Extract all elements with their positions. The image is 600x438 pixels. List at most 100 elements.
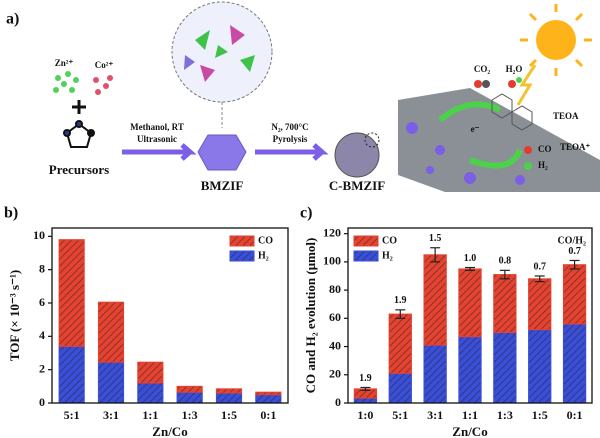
cbmzif-particle [334, 132, 380, 178]
x-tick-label: 1:5 [532, 408, 548, 422]
error-bar [360, 386, 371, 391]
atom [524, 146, 532, 154]
annotation-title: CO/H₂ [557, 235, 586, 246]
x-tick-label: 0:1 [567, 408, 583, 422]
y-tick-label: 40 [329, 338, 341, 352]
molecule-label: CO₂ [474, 64, 491, 74]
x-axis-label: Zn/Co [152, 424, 187, 438]
bar-segment [493, 331, 517, 404]
y-tick-label: 20 [329, 367, 341, 381]
bar-segment [458, 336, 482, 404]
error-bar [499, 269, 510, 280]
x-tick-label: 1:3 [182, 408, 198, 422]
plot-frame [51, 227, 289, 404]
atom [508, 80, 516, 88]
x-axis-label: Zn/Co [452, 424, 487, 438]
error-bar [395, 309, 406, 319]
bar-segment [423, 254, 447, 346]
bar-segment [255, 394, 282, 404]
ratio-label: 0.7 [568, 246, 581, 257]
atom [482, 80, 490, 88]
molecule-label: TEOA⁺ [560, 142, 591, 152]
y-tick-label: 60 [329, 310, 341, 324]
bmzif-crystal [197, 134, 247, 171]
ratio-label: 0.8 [499, 256, 512, 267]
y-tick-label: 0 [39, 395, 45, 409]
ratio-label: 1.5 [429, 233, 442, 244]
molecule-label: TEOA [553, 111, 579, 121]
y-tick-label: 80 [329, 282, 341, 296]
electron-label: e⁻ [471, 124, 480, 134]
x-tick-label: 5:1 [64, 408, 80, 422]
y-tick-label: 6 [39, 295, 45, 309]
legend-swatch [353, 250, 379, 262]
light [516, 64, 537, 106]
panel-label: b) [4, 205, 18, 222]
zn-label: Zn²⁺ [55, 58, 74, 68]
cbmzif-label: C-BMZIF [329, 178, 385, 193]
bar-segment [137, 361, 164, 384]
ratio-label: 1.9 [359, 373, 372, 384]
bar-segment [58, 345, 85, 404]
error-bar [430, 247, 441, 263]
y-tick-label: 120 [323, 225, 341, 239]
panel-label: c) [300, 205, 312, 222]
x-tick-label: 1:1 [142, 408, 158, 422]
y-tick-label: 4 [39, 328, 45, 342]
x-tick-label: 5:1 [392, 408, 408, 422]
structure [184, 25, 255, 82]
bar-segment [388, 372, 412, 404]
arrow [255, 143, 329, 161]
co-label: Co²⁺ [95, 60, 114, 70]
x-tick-label: 3:1 [103, 408, 119, 422]
ratio-label: 1.0 [464, 253, 477, 264]
bar-segment [562, 323, 587, 404]
bar-segment [388, 313, 412, 374]
step-label: Pyrolysis [273, 134, 308, 144]
x-tick-label: 1:1 [462, 408, 478, 422]
y-tick-label: 0 [335, 395, 341, 409]
panel-label: a) [6, 11, 19, 28]
bar-segment [458, 268, 482, 338]
legend-label: CO [258, 235, 273, 246]
error-bar [465, 266, 475, 271]
x-tick-label: 1:3 [497, 408, 513, 422]
bar-segment [97, 361, 125, 404]
atom [524, 162, 532, 170]
molecule-label: CO [538, 144, 552, 154]
y-axis-label: TOF (× 10⁻³ s⁻¹) [7, 270, 22, 361]
bar-segment [97, 301, 125, 363]
schematic: a) Zn²⁺ Co²⁺ Precursors Methanol, RT Ult… [6, 1, 600, 193]
bar-segment [176, 385, 203, 393]
sun [520, 4, 592, 76]
x-tick-label: 0:1 [260, 408, 276, 422]
carbon-surface [398, 88, 600, 192]
bar-segment [528, 329, 552, 404]
arrow [438, 101, 502, 123]
bar-segment [562, 264, 587, 325]
step-label: Ultrasonic [137, 134, 177, 144]
y-tick-label: 100 [323, 254, 341, 268]
bar-segment [58, 239, 85, 347]
y-tick-label: 10 [33, 228, 45, 242]
legend-swatch [229, 250, 255, 262]
bar-segment [528, 278, 552, 331]
molecule-label: H₂O [506, 64, 523, 74]
plus [72, 100, 86, 114]
y-tick-label: 2 [39, 361, 45, 375]
legend-label: H₂ [258, 250, 269, 261]
precursors-label: Precursors [49, 162, 109, 177]
bar-segment [423, 344, 447, 404]
atom [474, 80, 482, 88]
co-ions [93, 75, 113, 95]
legend-swatch [353, 235, 379, 247]
charts: b) 0 2 4 6 8 10 5:1 3:1 1:1 1:3 1:5 0:1 Zn/Co TOF (× 1… [4, 205, 593, 438]
zoom-circle [364, 132, 380, 148]
ratio-label: 1.9 [394, 295, 407, 306]
error-bar [569, 259, 580, 270]
nanoparticles [406, 122, 525, 185]
bar-segment [176, 391, 203, 404]
bar-segment [215, 388, 243, 394]
y-tick-label: 8 [39, 261, 45, 275]
